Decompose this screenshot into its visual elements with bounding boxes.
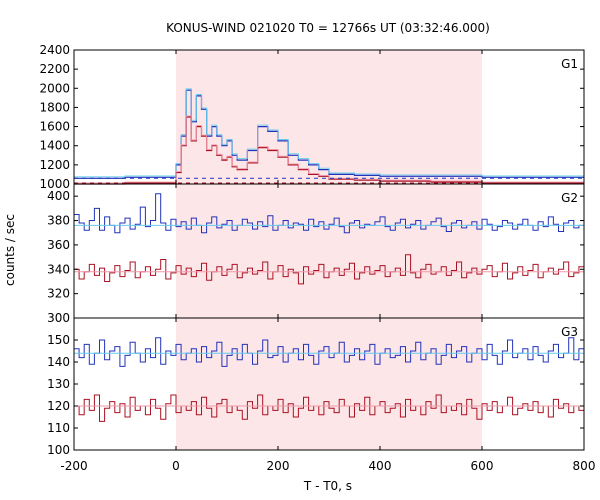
panel-G2-ytick-label: 360	[47, 238, 70, 252]
x-tick-label: 400	[369, 459, 392, 473]
panel-G3-ytick-label: 100	[47, 443, 70, 457]
panel-G1-fit-1	[74, 88, 584, 178]
x-tick-label: -200	[60, 459, 87, 473]
panel-G1-ytick-label: 1800	[39, 100, 70, 114]
panel-G1-label: G1	[561, 57, 578, 71]
panel-G2-ytick-label: 380	[47, 214, 70, 228]
x-tick-label: 200	[267, 459, 290, 473]
panel-G1-fit-2	[74, 115, 584, 184]
panel-G2-series-2	[74, 254, 584, 285]
panel-G2-ytick-label: 400	[47, 189, 70, 203]
panel-G1-ytick-label: 2000	[39, 81, 70, 95]
x-tick-label: 600	[471, 459, 494, 473]
panel-G3-ytick-label: 130	[47, 377, 70, 391]
x-tick-label: 800	[573, 459, 596, 473]
panel-G2-series-1	[74, 193, 584, 234]
panel-G3-ytick-label: 120	[47, 399, 70, 413]
panel-G3-label: G3	[561, 325, 578, 339]
panel-G2-ytick-label: 300	[47, 311, 70, 325]
panel-G2-label: G2	[561, 191, 578, 205]
panel-G1-ytick-label: 1400	[39, 139, 70, 153]
plot-layer: 10001200140016001800200022002400G1300320…	[39, 43, 595, 473]
y-axis-label: counts / sec	[3, 214, 17, 286]
panel-G2-ytick-label: 320	[47, 287, 70, 301]
panel-G2-ytick-label: 340	[47, 262, 70, 276]
x-axis-label: T - T0, s	[303, 479, 352, 493]
panel-G1-ytick-label: 2200	[39, 62, 70, 76]
panel-G1-ytick-label: 1000	[39, 177, 70, 191]
panel-G3-ytick-label: 150	[47, 333, 70, 347]
panel-G3-series-2	[74, 394, 584, 422]
panel-G1-ytick-label: 2400	[39, 43, 70, 57]
panel-G3-series-1	[74, 337, 584, 367]
highlight-interval	[176, 50, 482, 450]
panel-G3-ytick-label: 140	[47, 355, 70, 369]
panel-G1-ytick-label: 1200	[39, 158, 70, 172]
chart-title: KONUS-WIND 021020 T0 = 12766s UT (03:32:…	[166, 21, 490, 35]
panel-G3-ytick-label: 110	[47, 421, 70, 435]
panel-G1-ytick-label: 1600	[39, 120, 70, 134]
x-tick-label: 0	[172, 459, 180, 473]
panel-G3-frame	[73, 317, 585, 451]
